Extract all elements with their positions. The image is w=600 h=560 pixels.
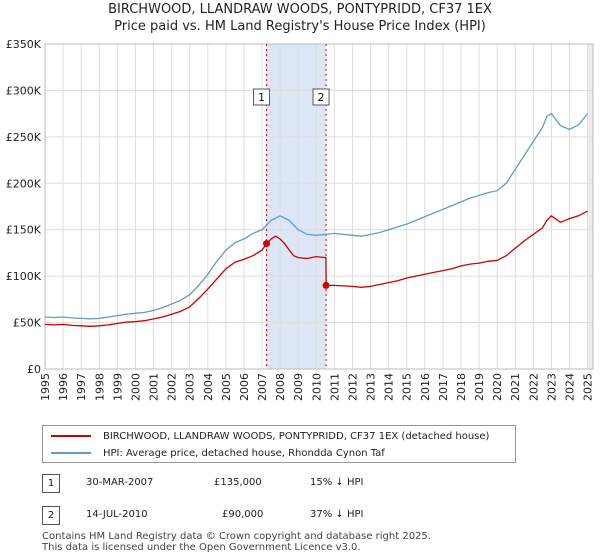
x-tick-label: 2002: [166, 373, 179, 401]
legend-label-property: BIRCHWOOD, LLANDRAW WOODS, PONTYPRIDD, C…: [103, 430, 490, 442]
plot-frame: [44, 43, 594, 370]
transaction-badge: 1: [42, 474, 60, 493]
x-tick-label: 2024: [563, 373, 576, 401]
x-tick-label: 2020: [491, 373, 504, 401]
x-tick-label: 2021: [509, 373, 522, 401]
x-tick-label: 1998: [93, 373, 106, 401]
x-tick-label: 1999: [111, 373, 124, 401]
footer-line: Contains HM Land Registry data © Crown c…: [42, 531, 431, 542]
x-tick-label: 2019: [473, 373, 486, 401]
x-tick-label: 2018: [455, 373, 468, 401]
x-tick-label: 2004: [202, 373, 215, 401]
sale-point: [263, 240, 271, 248]
x-tick-label: 2023: [545, 373, 558, 401]
x-tick-label: 2001: [148, 373, 161, 401]
sale-label-box: [253, 88, 271, 106]
sale-label-number: 1: [258, 91, 265, 104]
transaction-price: £90,000: [222, 509, 264, 520]
x-tick-label: 2022: [527, 373, 540, 401]
transaction-hpi: 37% ↓ HPI: [310, 509, 364, 520]
x-tick-label: 1995: [39, 373, 52, 401]
property-price-line: [44, 210, 588, 327]
y-tick-label: £100K: [6, 270, 42, 283]
transaction-price: £135,000: [214, 477, 262, 488]
transaction-badge: 2: [42, 506, 60, 525]
y-tick-label: £0: [27, 363, 41, 376]
sale-label-box: [312, 88, 330, 106]
sale-label-number: 2: [318, 91, 325, 104]
x-tick-label: 2013: [365, 373, 378, 401]
legend-item-hpi: HPI: Average price, detached house, Rhon…: [51, 445, 385, 461]
hpi-line: [44, 112, 589, 320]
legend-swatch-blue: [51, 452, 91, 454]
x-tick-label: 2011: [328, 373, 341, 401]
y-tick-label: £350K: [6, 38, 42, 51]
y-tick-label: £50K: [13, 317, 42, 330]
transaction-date: 30-MAR-2007: [86, 477, 154, 488]
x-tick-label: 2000: [129, 373, 142, 401]
x-tick-label: 1996: [57, 373, 70, 401]
legend-item-property: BIRCHWOOD, LLANDRAW WOODS, PONTYPRIDD, C…: [51, 428, 489, 444]
x-tick-label: 2009: [292, 373, 305, 401]
price-chart: £0 £50K £100K £150K £200K £250K £300K £350K 1995…: [6, 38, 595, 401]
x-tick-label: 2016: [419, 373, 432, 401]
transaction-hpi: 15% ↓ HPI: [310, 477, 364, 488]
legend-swatch-red: [51, 435, 91, 437]
sale-point: [322, 281, 330, 289]
x-tick-label: 2007: [256, 373, 269, 401]
y-tick-label: £250K: [6, 131, 42, 144]
chart-legend: BIRCHWOOD, LLANDRAW WOODS, PONTYPRIDD, C…: [42, 425, 516, 463]
transaction-date: 14-JUL-2010: [86, 509, 148, 520]
future-hatch: [587, 44, 593, 369]
legend-label-hpi: HPI: Average price, detached house, Rhon…: [103, 447, 385, 459]
x-tick-label: 2012: [346, 373, 359, 401]
x-tick-label: 2003: [184, 373, 197, 401]
x-tick-label: 2014: [383, 373, 396, 401]
x-tick-label: 2025: [582, 373, 595, 401]
footer: Contains HM Land Registry data © Crown c…: [42, 531, 431, 553]
x-tick-label: 2015: [401, 373, 414, 401]
footer-line: This data is licensed under the Open Gov…: [42, 542, 361, 553]
x-tick-label: 2010: [310, 373, 323, 401]
y-tick-label: £300K: [6, 84, 42, 97]
x-tick-label: 2017: [437, 373, 450, 401]
x-tick-label: 2006: [238, 373, 251, 401]
chart-title: BIRCHWOOD, LLANDRAW WOODS, PONTYPRIDD, C…: [108, 2, 492, 17]
x-tick-label: 1997: [75, 373, 88, 401]
chart-subtitle: Price paid vs. HM Land Registry's House …: [114, 19, 486, 34]
x-tick-label: 2005: [220, 373, 233, 401]
y-tick-label: £150K: [6, 224, 42, 237]
x-tick-label: 2008: [274, 373, 287, 401]
y-tick-label: £200K: [6, 177, 42, 190]
